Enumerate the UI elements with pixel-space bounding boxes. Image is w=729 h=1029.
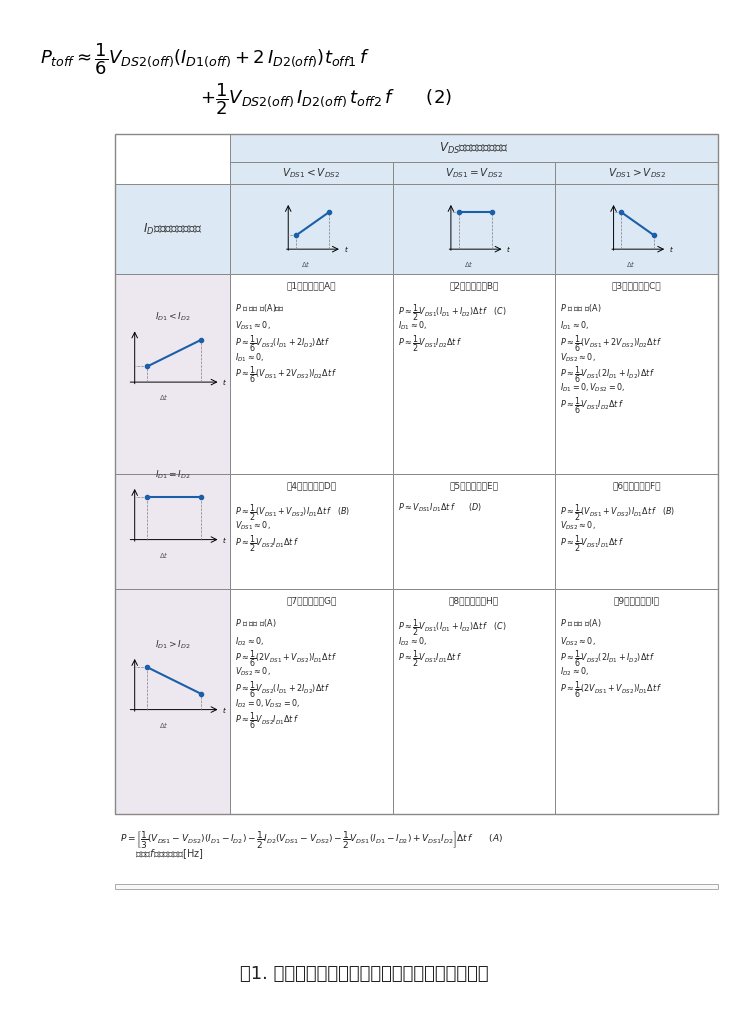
Text: $P \approx \dfrac{1}{2} V_{DS1} I_{D1} \Delta t\, f$: $P \approx \dfrac{1}{2} V_{DS1} I_{D1} \… — [397, 648, 461, 669]
Text: $I_{D1} = 0, V_{DS2} = 0,$: $I_{D1} = 0, V_{DS2} = 0,$ — [561, 382, 625, 394]
Text: $I_D$随时间的变化情况: $I_D$随时间的变化情况 — [143, 221, 202, 237]
Bar — [555, 162, 718, 184]
Text: 但，　$f$：开关频率　[Hz]: 但， $f$：开关频率 [Hz] — [135, 847, 203, 861]
Text: $P$ ＝ 下記 式(A): $P$ ＝ 下記 式(A) — [561, 301, 601, 314]
Text: 例6（参见附录F）: 例6（参见附录F） — [612, 482, 661, 491]
Bar — [393, 474, 555, 589]
Text: $t$: $t$ — [222, 535, 227, 544]
Text: $V_{DS2} \approx 0,$: $V_{DS2} \approx 0,$ — [561, 351, 596, 363]
Text: $P \approx \dfrac{1}{6} V_{DS2} I_{D1} \Delta t\, f$: $P \approx \dfrac{1}{6} V_{DS2} I_{D1} \… — [235, 710, 299, 731]
Bar — [115, 134, 718, 814]
Text: $I_{D1} = I_{D2}$: $I_{D1} = I_{D2}$ — [155, 468, 190, 481]
Text: $P \approx \dfrac{1}{6} V_{DS2} \left( I_{D1} + 2 I_{D2} \right) \Delta t\, f$: $P \approx \dfrac{1}{6} V_{DS2} \left( I… — [235, 333, 331, 354]
Text: 例4（参见附录D）: 例4（参见附录D） — [286, 482, 336, 491]
Text: $V_{DS2} \approx 0,$: $V_{DS2} \approx 0,$ — [561, 520, 596, 532]
Text: $P \approx V_{DS1} I_{D1} \Delta t\, f \qquad (D)$: $P \approx V_{DS1} I_{D1} \Delta t\, f \… — [397, 502, 482, 514]
Text: $I_{D1} \approx 0,$: $I_{D1} \approx 0,$ — [561, 320, 589, 332]
Text: $P \approx \dfrac{1}{2} V_{DS1} I_{D1} \Delta t\, f$: $P \approx \dfrac{1}{2} V_{DS1} I_{D1} \… — [561, 533, 625, 554]
Bar — [230, 589, 393, 814]
Text: $V_{DS1} > V_{DS2}$: $V_{DS1} > V_{DS2}$ — [607, 166, 666, 180]
Text: $\Delta t$: $\Delta t$ — [626, 259, 636, 269]
Text: 表1. 各种波形形状的线性近似法开关损耗计算公式: 表1. 各种波形形状的线性近似法开关损耗计算公式 — [240, 965, 489, 983]
Text: $V_{DS}$随时间的变化情况: $V_{DS}$随时间的变化情况 — [440, 140, 509, 155]
Text: $t$: $t$ — [222, 377, 227, 387]
Text: $P_{toff} \approx \dfrac{1}{6} V_{DS2(off)} \left( I_{D1(off)} + 2\, I_{D2(off)}: $P_{toff} \approx \dfrac{1}{6} V_{DS2(of… — [40, 41, 370, 77]
Bar — [393, 589, 555, 814]
Text: $+ \dfrac{1}{2} V_{DS2(off)}\, I_{D2(off)}\, t_{off2}\, f \qquad (2)$: $+ \dfrac{1}{2} V_{DS2(off)}\, I_{D2(off… — [200, 81, 452, 117]
Bar — [115, 184, 230, 274]
Text: 例3（参见附录C）: 例3（参见附录C） — [612, 282, 661, 290]
Text: 例7（参见附录G）: 例7（参见附录G） — [286, 597, 337, 605]
Text: $P \approx \dfrac{1}{2} V_{DS1} \left( I_{D1} + I_{D2} \right) \Delta t\, f \qua: $P \approx \dfrac{1}{2} V_{DS1} \left( I… — [397, 617, 506, 638]
Text: $P \approx \dfrac{1}{2} V_{DS2} I_{D1} \Delta t\, f$: $P \approx \dfrac{1}{2} V_{DS2} I_{D1} \… — [235, 533, 299, 554]
Text: $I_{D1} \approx 0,$: $I_{D1} \approx 0,$ — [235, 351, 264, 363]
Text: $P \approx \dfrac{1}{6} \left( 2 V_{DS1} + V_{DS2} \right) I_{D1} \Delta t\, f$: $P \approx \dfrac{1}{6} \left( 2 V_{DS1}… — [235, 648, 338, 669]
Bar — [230, 162, 393, 184]
Text: $P \approx \dfrac{1}{2} V_{DS1} I_{D2} \Delta t\, f$: $P \approx \dfrac{1}{2} V_{DS1} I_{D2} \… — [397, 333, 461, 354]
Text: $P \approx \dfrac{1}{2} \left( V_{DS1} + V_{DS2} \right) I_{D1} \Delta t\, f \qu: $P \approx \dfrac{1}{2} \left( V_{DS1} +… — [561, 502, 676, 523]
Text: $V_{DS1} = V_{DS2}$: $V_{DS1} = V_{DS2}$ — [445, 166, 503, 180]
Text: $P = \left[ \dfrac{1}{3} \left( V_{DS1} - V_{DS2} \right)\left( I_{D1} - I_{D2} : $P = \left[ \dfrac{1}{3} \left( V_{DS1} … — [120, 829, 503, 850]
Text: $P \approx \dfrac{1}{6} V_{DS2} \left( I_{D1} + 2 I_{D2} \right) \Delta t\, f$: $P \approx \dfrac{1}{6} V_{DS2} \left( I… — [235, 679, 331, 700]
Text: $I_{D1} > I_{D2}$: $I_{D1} > I_{D2}$ — [155, 638, 190, 650]
Bar — [115, 474, 230, 589]
Text: $P \approx \dfrac{1}{2} V_{DS1} \left( I_{D1} + I_{D2} \right) \Delta t\, f \qua: $P \approx \dfrac{1}{2} V_{DS1} \left( I… — [397, 301, 506, 322]
Text: 例1（参见附录A）: 例1（参见附录A） — [286, 282, 336, 290]
Bar — [555, 184, 718, 274]
Text: $P$ ＝ 下記 式(A)参照: $P$ ＝ 下記 式(A)参照 — [235, 301, 284, 314]
Text: 例8（参见附录H）: 例8（参见附录H） — [449, 597, 499, 605]
Text: $V_{DS2} \approx 0,$: $V_{DS2} \approx 0,$ — [235, 666, 270, 678]
Text: $P \approx \dfrac{1}{6} \left( V_{DS1} + 2 V_{DS2} \right) I_{D2} \Delta t\, f$: $P \approx \dfrac{1}{6} \left( V_{DS1} +… — [561, 333, 663, 354]
Text: $\Delta t$: $\Delta t$ — [464, 259, 473, 269]
Text: $\Delta t$: $\Delta t$ — [159, 720, 168, 730]
Text: $P \approx \dfrac{1}{6} \left( 2 V_{DS1} + V_{DS2} \right) I_{D1} \Delta t\, f$: $P \approx \dfrac{1}{6} \left( 2 V_{DS1}… — [561, 679, 663, 700]
Text: $I_{D2} \approx 0,$: $I_{D2} \approx 0,$ — [397, 635, 426, 647]
Bar — [393, 184, 555, 274]
Text: $\Delta t$: $\Delta t$ — [301, 259, 311, 269]
Text: $I_{D1} \approx 0,$: $I_{D1} \approx 0,$ — [397, 320, 426, 332]
Bar — [230, 134, 718, 162]
Text: $I_{D1} < I_{D2}$: $I_{D1} < I_{D2}$ — [155, 311, 190, 323]
Bar — [115, 884, 718, 889]
Text: $P$ ＝ 下記 式(A): $P$ ＝ 下記 式(A) — [561, 617, 601, 629]
Text: $P \approx \dfrac{1}{6} V_{DS2} \left( 2 I_{D1} + I_{D2} \right) \Delta t\, f$: $P \approx \dfrac{1}{6} V_{DS2} \left( 2… — [561, 648, 656, 669]
Text: $I_{D2} \approx 0,$: $I_{D2} \approx 0,$ — [235, 635, 264, 647]
Text: $P$ ＝ 下記 式(A): $P$ ＝ 下記 式(A) — [235, 617, 276, 629]
Bar — [230, 184, 393, 274]
Bar — [115, 589, 230, 814]
Text: $\Delta t$: $\Delta t$ — [159, 392, 168, 402]
Text: $V_{DS2} \approx 0,$: $V_{DS2} \approx 0,$ — [561, 635, 596, 647]
Bar — [555, 589, 718, 814]
Text: $\Delta t$: $\Delta t$ — [159, 549, 168, 560]
Text: $P \approx \dfrac{1}{6} V_{DS1} I_{D2} \Delta t\, f$: $P \approx \dfrac{1}{6} V_{DS1} I_{D2} \… — [561, 395, 625, 416]
Bar — [393, 162, 555, 184]
Text: $I_{D2} = 0, V_{DS2} = 0,$: $I_{D2} = 0, V_{DS2} = 0,$ — [235, 697, 300, 710]
Bar — [230, 274, 393, 474]
Text: $P \approx \dfrac{1}{6} V_{DS1} \left( 2 I_{D1} + I_{D2} \right) \Delta t\, f$: $P \approx \dfrac{1}{6} V_{DS1} \left( 2… — [561, 364, 656, 385]
Text: $t$: $t$ — [669, 244, 674, 254]
Bar — [555, 274, 718, 474]
Text: $P \approx \dfrac{1}{2} \left( V_{DS1} + V_{DS2} \right) I_{D1} \Delta t\, f \qu: $P \approx \dfrac{1}{2} \left( V_{DS1} +… — [235, 502, 350, 523]
Text: $t$: $t$ — [222, 705, 227, 714]
Text: $V_{DS1} \approx 0,$: $V_{DS1} \approx 0,$ — [235, 320, 270, 332]
Text: $t$: $t$ — [507, 244, 512, 254]
Text: $V_{DS1} \approx 0,$: $V_{DS1} \approx 0,$ — [235, 520, 270, 532]
Text: 例2（参见附录B）: 例2（参见附录B） — [449, 282, 499, 290]
Text: 例5（参见附录E）: 例5（参见附录E） — [450, 482, 499, 491]
Text: $t$: $t$ — [344, 244, 348, 254]
Text: 例9（参见附录I）: 例9（参见附录I） — [614, 597, 660, 605]
Bar — [115, 274, 230, 474]
Text: $V_{DS1} < V_{DS2}$: $V_{DS1} < V_{DS2}$ — [282, 166, 340, 180]
Bar — [555, 474, 718, 589]
Text: $P \approx \dfrac{1}{6} \left( V_{DS1} + 2 V_{DS2} \right) I_{D2} \Delta t\, f$: $P \approx \dfrac{1}{6} \left( V_{DS1} +… — [235, 364, 338, 385]
Bar — [393, 274, 555, 474]
Text: $I_{D2} \approx 0,$: $I_{D2} \approx 0,$ — [561, 666, 589, 678]
Bar — [230, 474, 393, 589]
